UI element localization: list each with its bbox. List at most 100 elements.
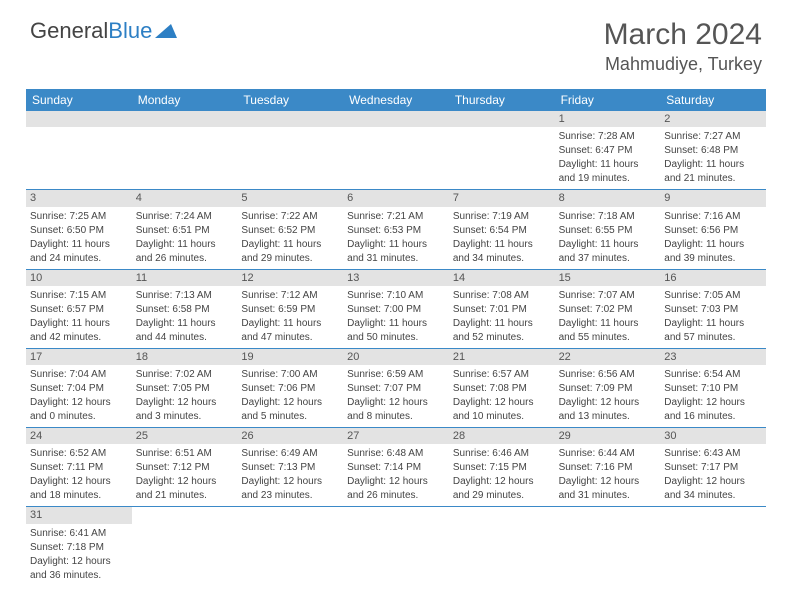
daylight2-text: and 26 minutes. — [347, 489, 445, 502]
calendar-cell — [449, 507, 555, 585]
week-row: 1Sunrise: 7:28 AMSunset: 6:47 PMDaylight… — [26, 111, 766, 190]
sunrise-text: Sunrise: 7:02 AM — [136, 368, 234, 381]
daylight1-text: Daylight: 11 hours — [136, 238, 234, 251]
calendar-cell — [343, 507, 449, 585]
daylight2-text: and 21 minutes. — [136, 489, 234, 502]
cell-content: Sunrise: 7:27 AMSunset: 6:48 PMDaylight:… — [660, 127, 766, 189]
calendar-cell: 13Sunrise: 7:10 AMSunset: 7:00 PMDayligh… — [343, 270, 449, 348]
cell-content: Sunrise: 7:15 AMSunset: 6:57 PMDaylight:… — [26, 286, 132, 348]
daylight2-text: and 52 minutes. — [453, 331, 551, 344]
cell-content: Sunrise: 6:57 AMSunset: 7:08 PMDaylight:… — [449, 365, 555, 427]
logo: GeneralBlue — [30, 18, 177, 44]
daylight2-text: and 42 minutes. — [30, 331, 128, 344]
month-title: March 2024 — [604, 18, 762, 52]
cell-content: Sunrise: 6:51 AMSunset: 7:12 PMDaylight:… — [132, 444, 238, 506]
day-number: 17 — [26, 349, 132, 365]
day-header: Thursday — [449, 89, 555, 111]
sunrise-text: Sunrise: 6:48 AM — [347, 447, 445, 460]
cell-content: Sunrise: 7:12 AMSunset: 6:59 PMDaylight:… — [237, 286, 343, 348]
sunset-text: Sunset: 6:52 PM — [241, 224, 339, 237]
day-number: 30 — [660, 428, 766, 444]
calendar-cell — [132, 507, 238, 585]
triangle-icon — [155, 18, 177, 44]
day-header: Sunday — [26, 89, 132, 111]
cell-content: Sunrise: 7:10 AMSunset: 7:00 PMDaylight:… — [343, 286, 449, 348]
daylight1-text: Daylight: 12 hours — [241, 475, 339, 488]
calendar-cell: 25Sunrise: 6:51 AMSunset: 7:12 PMDayligh… — [132, 428, 238, 506]
cell-content: Sunrise: 6:41 AMSunset: 7:18 PMDaylight:… — [26, 524, 132, 586]
daylight2-text: and 55 minutes. — [559, 331, 657, 344]
daylight2-text: and 44 minutes. — [136, 331, 234, 344]
day-number: 9 — [660, 190, 766, 206]
daylight1-text: Daylight: 11 hours — [559, 238, 657, 251]
calendar-cell: 28Sunrise: 6:46 AMSunset: 7:15 PMDayligh… — [449, 428, 555, 506]
calendar-cell: 4Sunrise: 7:24 AMSunset: 6:51 PMDaylight… — [132, 190, 238, 268]
sunrise-text: Sunrise: 7:19 AM — [453, 210, 551, 223]
sunrise-text: Sunrise: 7:08 AM — [453, 289, 551, 302]
calendar-cell — [237, 111, 343, 189]
day-number: 14 — [449, 270, 555, 286]
daylight2-text: and 50 minutes. — [347, 331, 445, 344]
daylight2-text: and 13 minutes. — [559, 410, 657, 423]
cell-content: Sunrise: 6:48 AMSunset: 7:14 PMDaylight:… — [343, 444, 449, 506]
day-header: Tuesday — [237, 89, 343, 111]
calendar-cell — [343, 111, 449, 189]
daylight1-text: Daylight: 11 hours — [453, 317, 551, 330]
daylight1-text: Daylight: 12 hours — [241, 396, 339, 409]
daylight1-text: Daylight: 12 hours — [136, 396, 234, 409]
daylight2-text: and 57 minutes. — [664, 331, 762, 344]
daylight1-text: Daylight: 11 hours — [347, 238, 445, 251]
daylight1-text: Daylight: 12 hours — [136, 475, 234, 488]
daylight2-text: and 21 minutes. — [664, 172, 762, 185]
day-number: 19 — [237, 349, 343, 365]
daylight1-text: Daylight: 11 hours — [664, 158, 762, 171]
daylight2-text: and 19 minutes. — [559, 172, 657, 185]
calendar-cell: 5Sunrise: 7:22 AMSunset: 6:52 PMDaylight… — [237, 190, 343, 268]
cell-content: Sunrise: 7:04 AMSunset: 7:04 PMDaylight:… — [26, 365, 132, 427]
cell-content: Sunrise: 6:49 AMSunset: 7:13 PMDaylight:… — [237, 444, 343, 506]
location: Mahmudiye, Turkey — [604, 54, 762, 75]
calendar-cell: 19Sunrise: 7:00 AMSunset: 7:06 PMDayligh… — [237, 349, 343, 427]
sunrise-text: Sunrise: 6:57 AM — [453, 368, 551, 381]
sunset-text: Sunset: 7:01 PM — [453, 303, 551, 316]
cell-content: Sunrise: 7:00 AMSunset: 7:06 PMDaylight:… — [237, 365, 343, 427]
daylight1-text: Daylight: 12 hours — [30, 475, 128, 488]
calendar-cell: 15Sunrise: 7:07 AMSunset: 7:02 PMDayligh… — [555, 270, 661, 348]
week-row: 17Sunrise: 7:04 AMSunset: 7:04 PMDayligh… — [26, 349, 766, 428]
sunrise-text: Sunrise: 6:51 AM — [136, 447, 234, 460]
calendar-cell: 11Sunrise: 7:13 AMSunset: 6:58 PMDayligh… — [132, 270, 238, 348]
day-number: 24 — [26, 428, 132, 444]
sunrise-text: Sunrise: 6:44 AM — [559, 447, 657, 460]
daylight1-text: Daylight: 11 hours — [241, 238, 339, 251]
day-number: 25 — [132, 428, 238, 444]
daylight1-text: Daylight: 11 hours — [136, 317, 234, 330]
calendar-cell: 20Sunrise: 6:59 AMSunset: 7:07 PMDayligh… — [343, 349, 449, 427]
cell-content: Sunrise: 7:07 AMSunset: 7:02 PMDaylight:… — [555, 286, 661, 348]
daylight2-text: and 47 minutes. — [241, 331, 339, 344]
sunset-text: Sunset: 7:04 PM — [30, 382, 128, 395]
daylight2-text: and 34 minutes. — [453, 252, 551, 265]
calendar-cell: 1Sunrise: 7:28 AMSunset: 6:47 PMDaylight… — [555, 111, 661, 189]
calendar-cell: 8Sunrise: 7:18 AMSunset: 6:55 PMDaylight… — [555, 190, 661, 268]
cell-content: Sunrise: 7:19 AMSunset: 6:54 PMDaylight:… — [449, 207, 555, 269]
cell-content: Sunrise: 6:54 AMSunset: 7:10 PMDaylight:… — [660, 365, 766, 427]
daylight2-text: and 31 minutes. — [347, 252, 445, 265]
daylight1-text: Daylight: 11 hours — [30, 238, 128, 251]
daylight1-text: Daylight: 12 hours — [347, 396, 445, 409]
cell-content: Sunrise: 7:08 AMSunset: 7:01 PMDaylight:… — [449, 286, 555, 348]
daylight2-text: and 29 minutes. — [453, 489, 551, 502]
sunrise-text: Sunrise: 7:15 AM — [30, 289, 128, 302]
cell-content: Sunrise: 7:24 AMSunset: 6:51 PMDaylight:… — [132, 207, 238, 269]
sunrise-text: Sunrise: 7:21 AM — [347, 210, 445, 223]
daylight2-text: and 31 minutes. — [559, 489, 657, 502]
cell-content: Sunrise: 7:16 AMSunset: 6:56 PMDaylight:… — [660, 207, 766, 269]
cell-content: Sunrise: 6:52 AMSunset: 7:11 PMDaylight:… — [26, 444, 132, 506]
calendar-cell: 21Sunrise: 6:57 AMSunset: 7:08 PMDayligh… — [449, 349, 555, 427]
day-number: 29 — [555, 428, 661, 444]
daylight2-text: and 18 minutes. — [30, 489, 128, 502]
day-number: 12 — [237, 270, 343, 286]
daylight1-text: Daylight: 12 hours — [453, 475, 551, 488]
daylight2-text: and 24 minutes. — [30, 252, 128, 265]
daylight2-text: and 23 minutes. — [241, 489, 339, 502]
calendar: SundayMondayTuesdayWednesdayThursdayFrid… — [26, 89, 766, 586]
